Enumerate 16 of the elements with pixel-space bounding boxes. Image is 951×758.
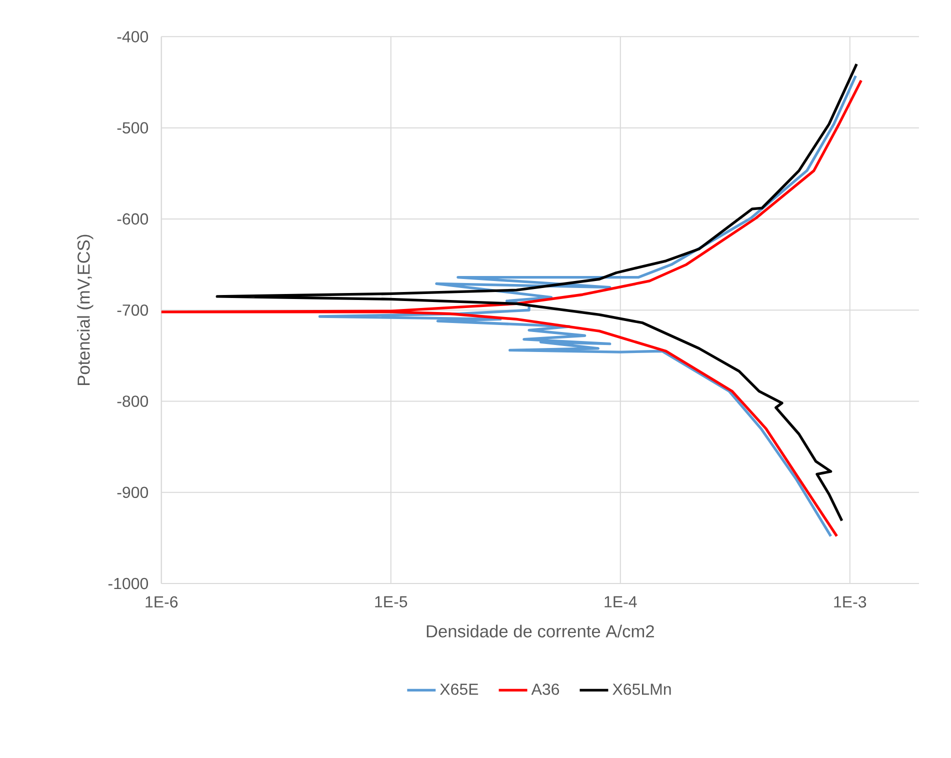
- y-tick-label: -400: [117, 31, 148, 43]
- y-axis-title: Potencial (mV,ECS): [77, 235, 94, 386]
- x-tick-label: 1E-6: [146, 596, 178, 608]
- x-tick-label: 1E-5: [375, 596, 408, 608]
- y-tick-label: -800: [117, 396, 148, 408]
- x-axis-title: Densidade de corrente A/cm2: [426, 624, 654, 638]
- y-tick-label: -1000: [108, 578, 148, 590]
- y-tick-label: -500: [117, 122, 148, 134]
- x-tick-label: 1E-3: [834, 596, 866, 608]
- legend-label: A36: [531, 684, 560, 696]
- x-tick-label: 1E-4: [604, 596, 637, 608]
- legend-label: X65E: [440, 684, 478, 696]
- y-tick-label: -600: [117, 214, 148, 225]
- y-tick-label: -700: [117, 304, 148, 316]
- legend-label: X65LMn: [612, 684, 671, 696]
- y-tick-label: -900: [117, 486, 148, 498]
